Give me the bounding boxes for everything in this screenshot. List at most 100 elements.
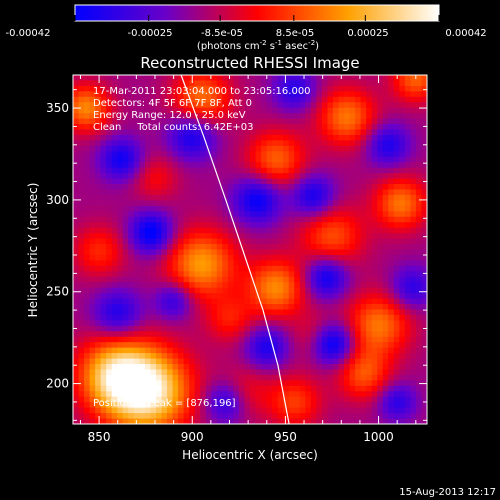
heatmap-cell	[172, 293, 179, 300]
heatmap-cell	[299, 407, 306, 414]
heatmap-cell	[244, 271, 251, 278]
heatmap-cell	[250, 156, 257, 163]
heatmap-cell	[421, 80, 427, 87]
heatmap-cell	[283, 418, 290, 424]
heatmap-cell	[89, 244, 96, 251]
heatmap-cell	[377, 254, 384, 261]
heatmap-cell	[106, 205, 113, 212]
heatmap-cell	[310, 265, 317, 272]
heatmap-cell	[227, 380, 235, 387]
heatmap-cell	[95, 238, 102, 245]
heatmap-cell	[216, 353, 223, 360]
heatmap-cell	[327, 320, 334, 327]
heatmap-cell	[283, 102, 290, 109]
heatmap-cell	[327, 156, 334, 163]
heatmap-cell	[128, 353, 135, 360]
heatmap-cell	[78, 222, 85, 229]
heatmap-cell	[421, 184, 427, 191]
heatmap-cell	[355, 238, 362, 245]
heatmap-cell	[139, 407, 146, 414]
heatmap-cell	[155, 287, 163, 294]
heatmap-cell	[227, 178, 235, 185]
heatmap-cell	[388, 287, 395, 294]
heatmap-cell	[150, 353, 157, 360]
heatmap-cell	[288, 347, 295, 354]
heatmap-cell	[200, 407, 207, 414]
heatmap-cell	[316, 325, 323, 332]
heatmap-cell	[338, 358, 345, 365]
heatmap-cell	[205, 353, 212, 360]
heatmap-cell	[194, 293, 201, 300]
heatmap-cell	[360, 80, 367, 87]
heatmap-cell	[299, 293, 306, 300]
heatmap-cell	[393, 145, 400, 152]
heatmap-cell	[255, 380, 262, 387]
heatmap-cell	[299, 342, 306, 349]
heatmap-cell	[111, 320, 118, 327]
heatmap-cell	[377, 298, 384, 305]
heatmap-cell	[388, 249, 395, 256]
heatmap-cell	[272, 96, 279, 103]
heatmap-cell	[288, 102, 295, 109]
heatmap-cell	[349, 304, 356, 311]
heatmap-cell	[89, 145, 96, 152]
heatmap-cell	[128, 380, 135, 387]
heatmap-cell	[233, 353, 240, 360]
heatmap-cell	[161, 189, 168, 196]
heatmap-cell	[366, 80, 373, 87]
heatmap-cell	[227, 194, 235, 202]
heatmap-cell	[144, 156, 152, 163]
heatmap-cell	[310, 156, 317, 163]
heatmap-cell	[111, 211, 118, 218]
heatmap-cell	[377, 113, 384, 120]
heatmap-cell	[216, 265, 223, 272]
heatmap-cell	[344, 336, 351, 343]
heatmap-cell	[338, 134, 345, 142]
heatmap-cell	[355, 244, 362, 251]
heatmap-cell	[294, 298, 301, 305]
heatmap-cell	[111, 233, 118, 240]
heatmap-cell	[122, 276, 129, 283]
heatmap-cell	[155, 227, 163, 234]
heatmap-cell	[172, 336, 179, 343]
heatmap-cell	[227, 374, 235, 381]
heatmap-cell	[183, 249, 190, 256]
heatmap-cell	[399, 113, 406, 120]
heatmap-cell	[250, 222, 257, 229]
heatmap-cell	[255, 336, 262, 343]
heatmap-cell	[167, 293, 174, 300]
heatmap-cell	[266, 156, 273, 163]
heatmap-cell	[150, 85, 157, 92]
heatmap-cell	[211, 293, 218, 300]
heatmap-cell	[277, 118, 284, 125]
heatmap-cell	[415, 347, 423, 354]
heatmap-cell	[299, 162, 306, 169]
heatmap-cell	[178, 178, 185, 185]
heatmap-cell	[172, 156, 179, 163]
heatmap-cell	[404, 194, 412, 202]
y-axis-label: Heliocentric Y (arcsec)	[26, 183, 40, 318]
heatmap-cell	[294, 129, 301, 136]
heatmap-cell	[327, 129, 334, 136]
heatmap-cell	[111, 260, 118, 267]
heatmap-cell	[255, 369, 262, 376]
heatmap-cell	[327, 342, 334, 349]
heatmap-cell	[167, 336, 174, 343]
heatmap-cell	[355, 118, 362, 125]
heatmap-cell	[216, 194, 223, 202]
heatmap-cell	[261, 107, 268, 114]
heatmap-cell	[211, 85, 218, 92]
heatmap-cell	[332, 314, 340, 321]
heatmap-cell	[349, 173, 356, 180]
heatmap-cell	[89, 353, 96, 360]
heatmap-cell	[78, 276, 85, 283]
heatmap-cell	[178, 402, 185, 409]
heatmap-cell	[388, 331, 395, 338]
heatmap-cell	[205, 200, 212, 207]
heatmap-cell	[106, 96, 113, 103]
heatmap-cell	[122, 244, 129, 251]
heatmap-cell	[222, 75, 229, 82]
heatmap-cell	[211, 402, 218, 409]
heatmap-cell	[128, 364, 135, 371]
heatmap-cell	[421, 391, 427, 398]
